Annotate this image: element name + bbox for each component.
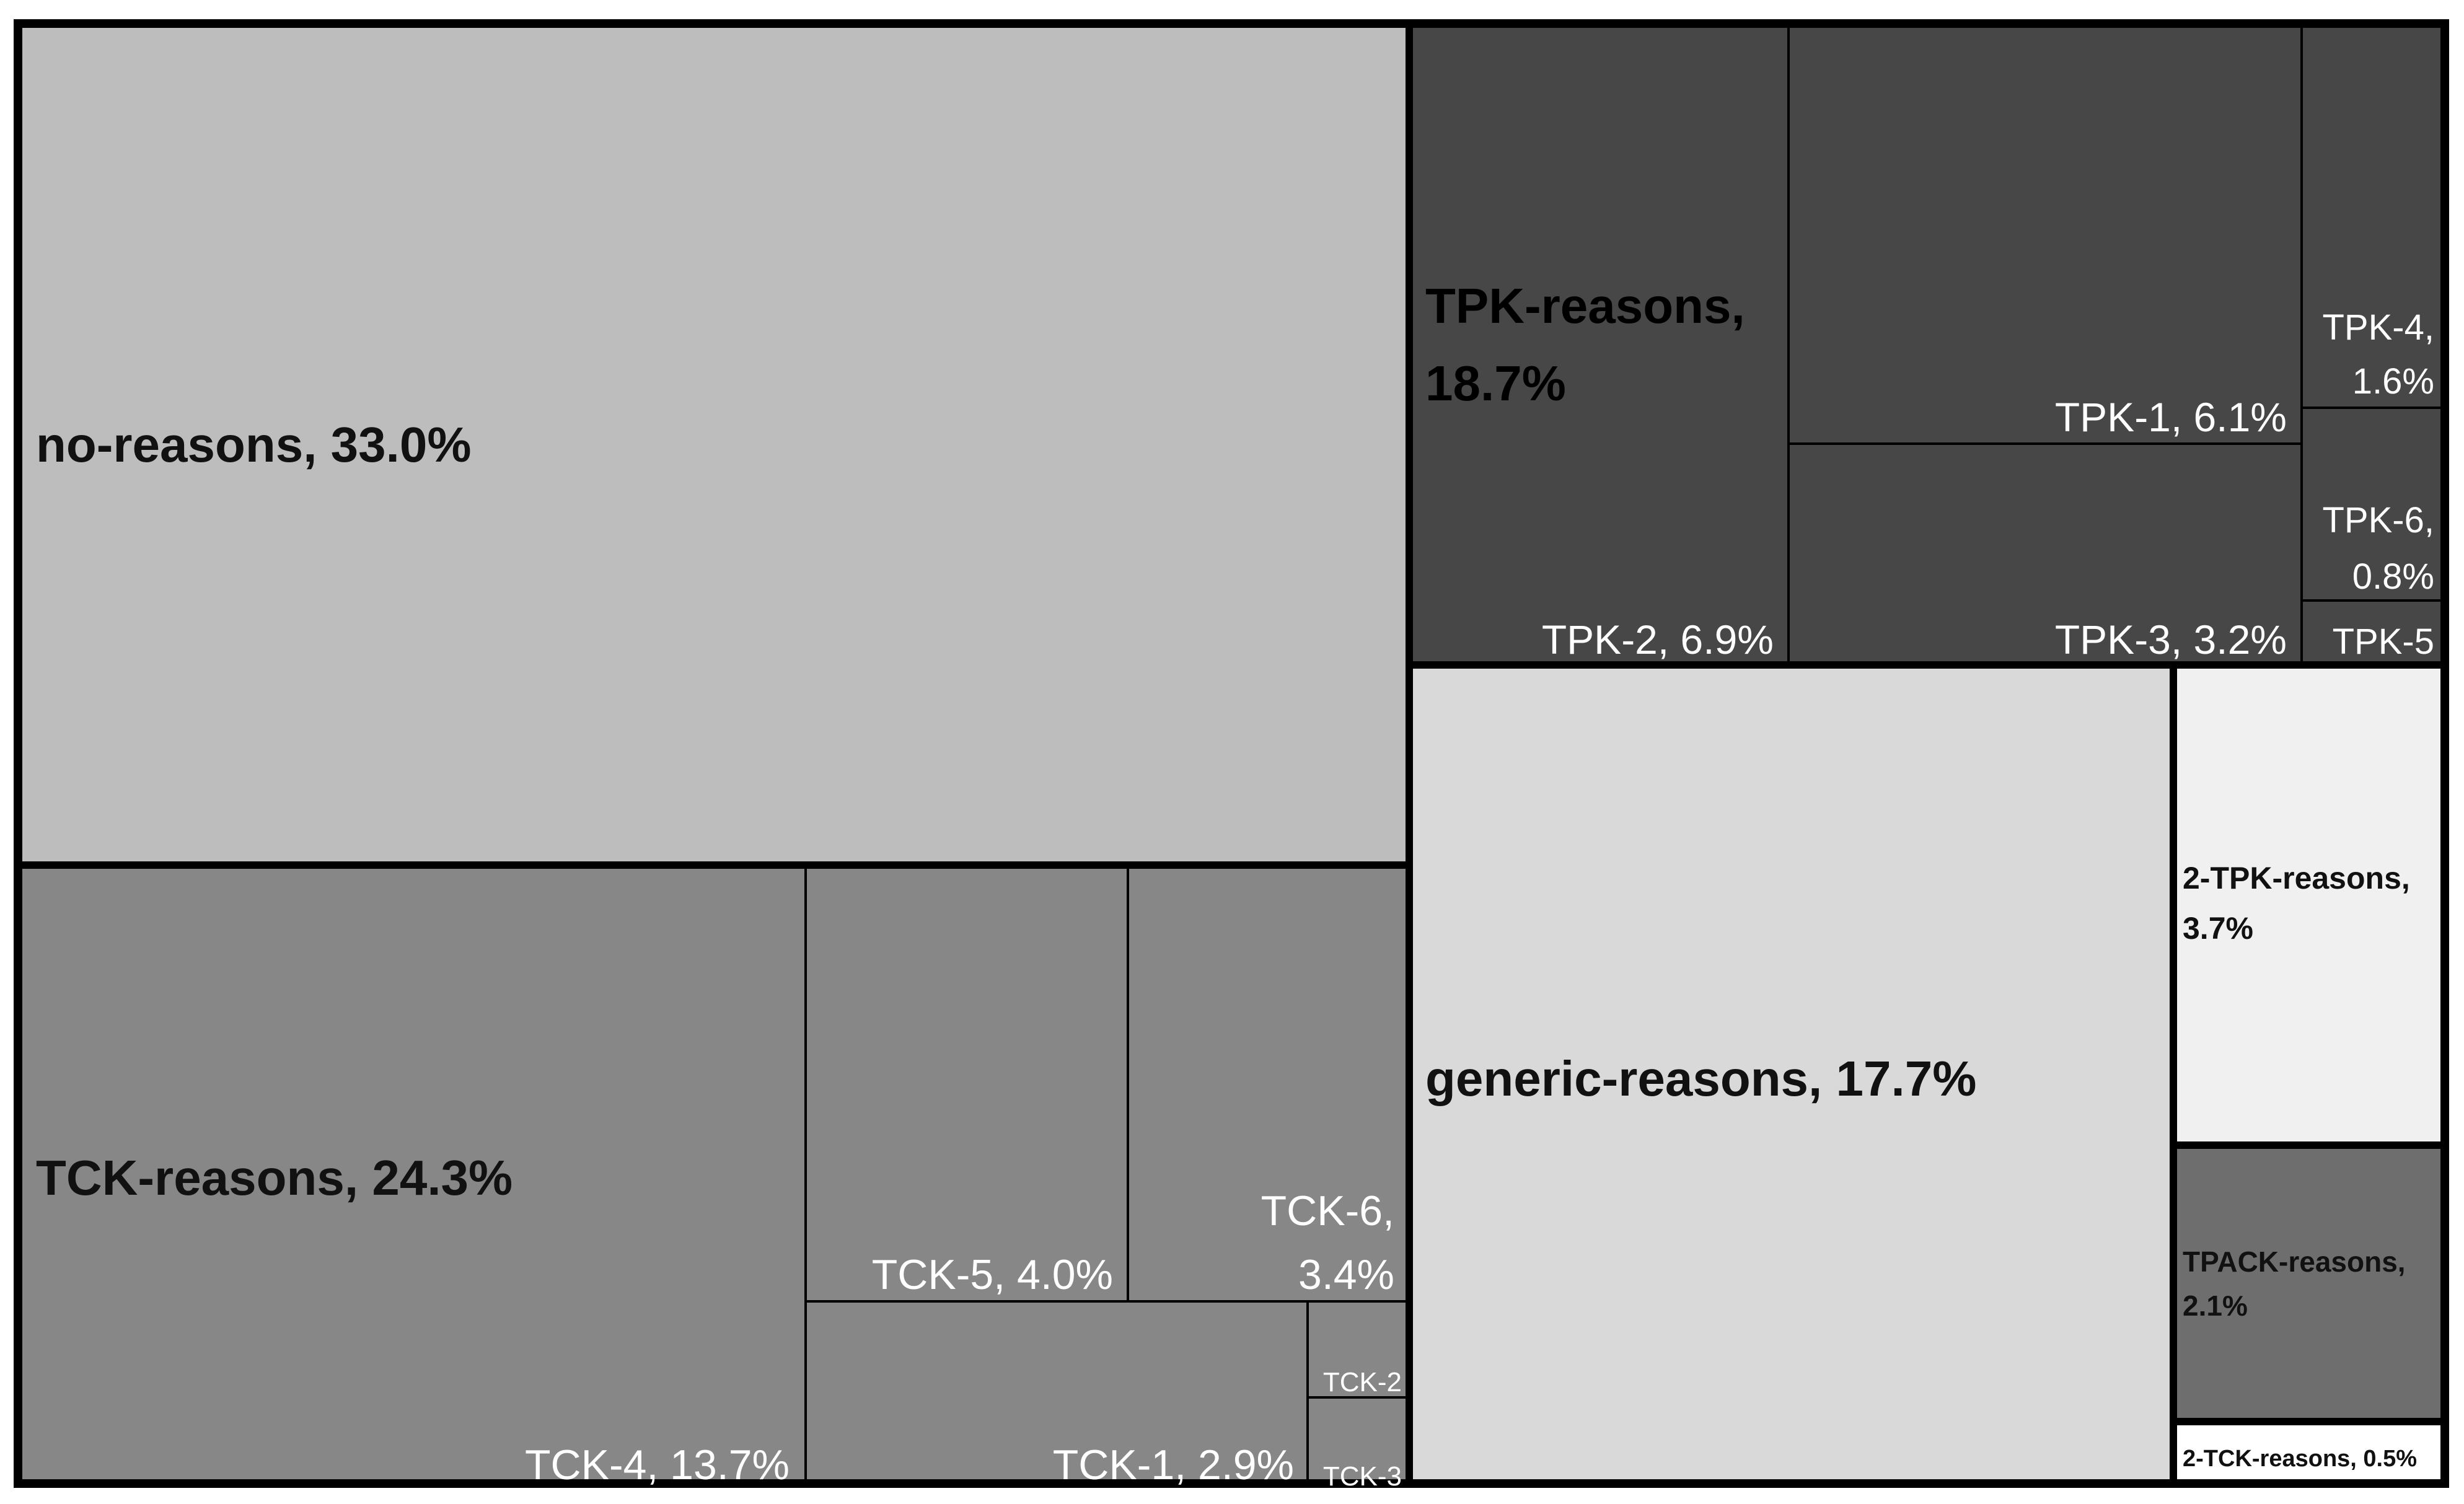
treemap-frame [14,19,2449,1488]
cell-label-tpk-6: TPK-6, 0.8% [2323,500,2435,597]
cell-label-tpk-2: TPK-2, 6.9% [1542,617,1774,662]
cell-label-tpk-1: TPK-1, 6.1% [2055,394,2287,440]
group-label-2-tck-reasons: 2-TCK-reasons, 0.5% [2183,1446,2417,1472]
group-label-no-reasons: no-reasons, 33.0% [36,417,472,472]
cell-label-tck-1: TCK-1, 2.9% [1053,1441,1294,1489]
cell-label-tpk-4: TPK-4, 1.6% [2323,307,2435,402]
cell-label-tpk-5: TPK-5 [2333,622,2434,662]
cell-label-tck-3: TCK-3 [1323,1461,1402,1492]
treemap-group-no-reasons [18,24,1409,865]
treemap-group-tck-reasons [18,865,1409,1484]
treemap-group-2-tpk-reasons [2173,665,2445,1145]
cell-label-tck-4: TCK-4, 13.7% [525,1441,790,1489]
group-label-tck-reasons: TCK-reasons, 24.3% [36,1150,513,1205]
treemap-group-generic-reasons [1409,665,2173,1484]
group-label-tpk-reasons: TPK-reasons, 18.7% [1425,278,1745,411]
treemap-group-tpack-reasons [2173,1145,2445,1422]
treemap-group-2-tck-reasons [2173,1422,2445,1484]
group-label-2-tpk-reasons: 2-TPK-reasons, 3.7% [2183,861,2410,946]
cell-label-tck-2: TCK-2 [1323,1367,1402,1397]
group-label-tpack-reasons: TPACK-reasons, 2.1% [2183,1246,2406,1322]
treemap-group-tpk-reasons [1409,24,2445,665]
cell-label-tpk-3: TPK-3, 3.2% [2055,617,2287,662]
group-label-generic-reasons: generic-reasons, 17.7% [1425,1051,1976,1106]
cell-label-tck-6: TCK-6, 3.4% [1261,1187,1394,1298]
cell-label-tck-5: TCK-5, 4.0% [872,1251,1113,1298]
